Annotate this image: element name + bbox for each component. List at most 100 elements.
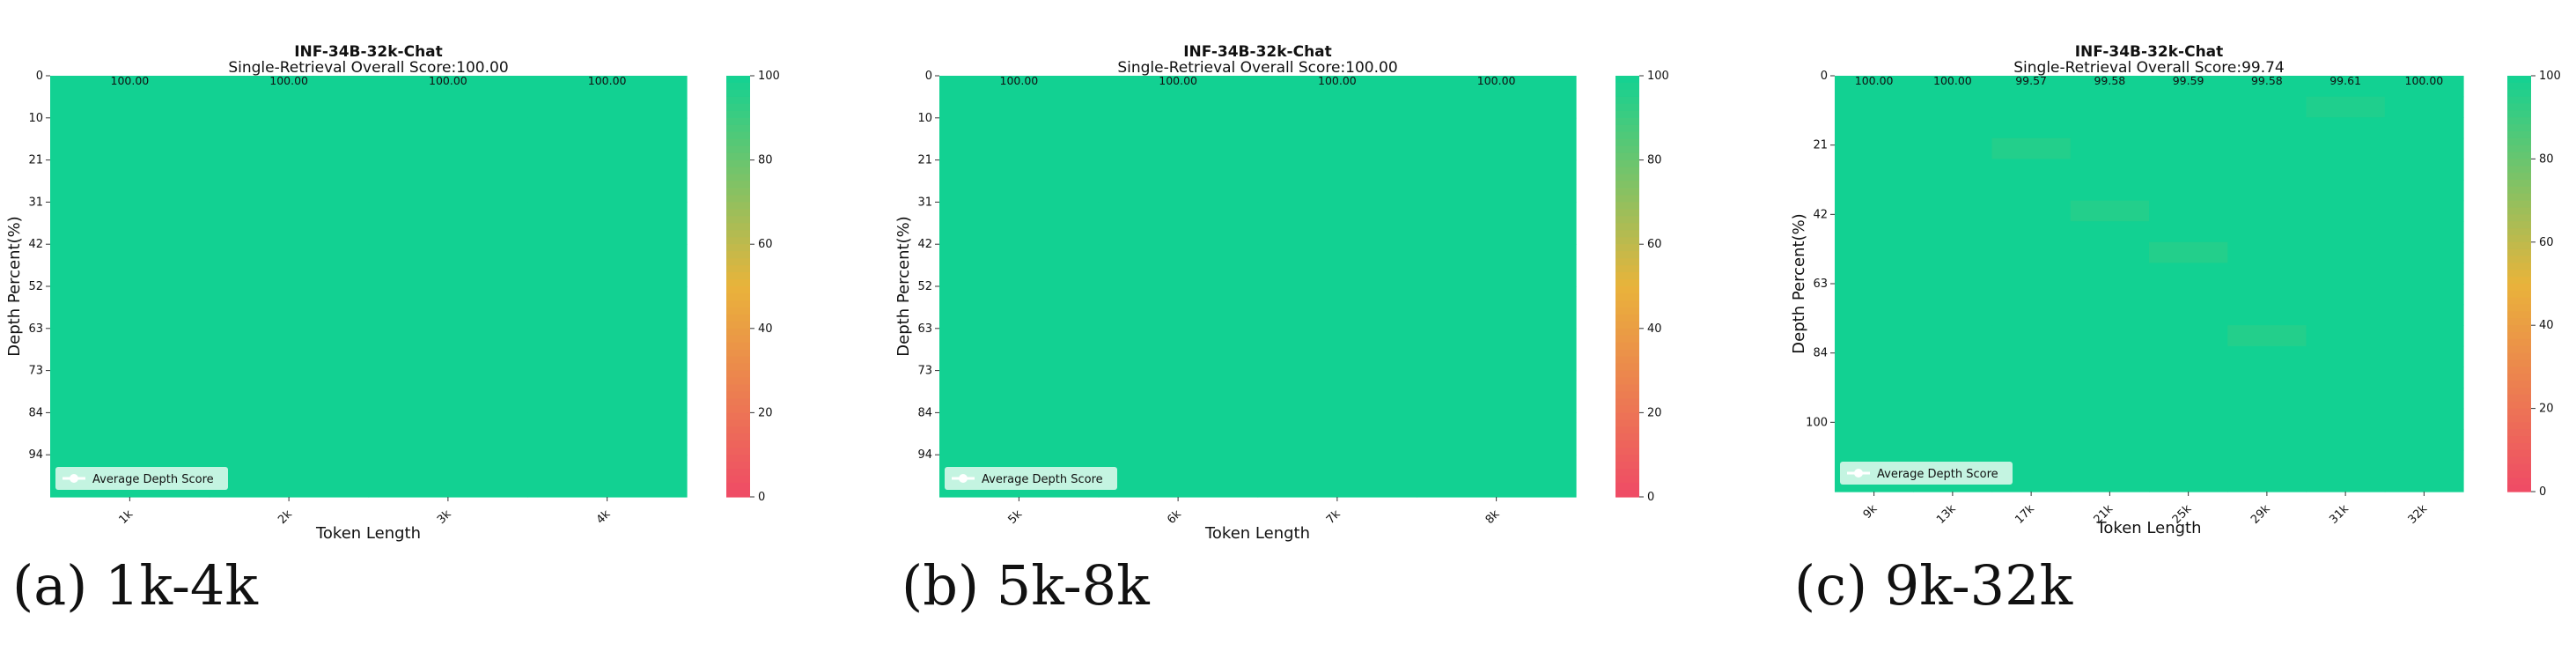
colorbar-segment (726, 441, 750, 448)
heatmap-cell (1257, 328, 1417, 372)
heatmap-cell (50, 202, 210, 245)
colorbar-segment (726, 363, 750, 372)
colorbar-segment (1616, 110, 1639, 119)
heatmap-cell (2070, 388, 2150, 410)
colorbar-segment (726, 138, 750, 147)
heatmap-cell (1913, 241, 1993, 263)
heatmap-cell (1417, 412, 1577, 455)
heatmap-cell (1098, 370, 1259, 413)
heatmap-cell (2070, 263, 2150, 285)
heatmap-cell (2070, 449, 2150, 471)
chart-title: INF-34B-32k-Chat (1183, 43, 1332, 61)
figure-caption-c: (c) 9k-32k (1794, 553, 2073, 618)
colorbar-segment (726, 300, 750, 308)
colorbar-segment (1616, 377, 1639, 386)
colorbar-segment (1616, 384, 1639, 393)
y-tick-label: 21 (28, 154, 43, 167)
heatmap-cell (368, 202, 528, 245)
y-axis-label: Depth Percent(%) (1790, 213, 1808, 353)
heatmap-cell (50, 159, 210, 203)
heatmap-cell (2306, 408, 2386, 430)
colorbar-segment (2507, 159, 2531, 167)
x-tick-label: 1k (116, 507, 136, 527)
colorbar-segment (726, 131, 750, 140)
heatmap-cell (1913, 96, 1993, 118)
colorbar-segment (2507, 180, 2531, 188)
heatmap-cell (1991, 200, 2072, 222)
heatmap-cell (1991, 221, 2072, 243)
heatmap-cell (1991, 345, 2072, 367)
y-tick-label: 10 (28, 112, 43, 125)
colorbar (2507, 76, 2531, 492)
heatmap-cell (2149, 263, 2228, 285)
colorbar-segment (1616, 103, 1639, 112)
heatmap-cell (2070, 180, 2150, 202)
colorbar-segment (2507, 103, 2531, 111)
colorbar-segment (726, 223, 750, 231)
colorbar-tick-label: 60 (2539, 236, 2554, 249)
colorbar-segment (1616, 398, 1639, 407)
heatmap-cell (2306, 241, 2386, 263)
figure-caption-b: (b) 5k-8k (902, 553, 1150, 618)
colorbar-segment (726, 167, 750, 175)
x-tick-label: 8k (1483, 507, 1503, 527)
legend-box (55, 467, 228, 490)
heatmap-cell (939, 328, 1100, 372)
y-tick-label: 10 (917, 112, 932, 125)
colorbar-segment (726, 265, 750, 273)
colorbar-segment (2507, 270, 2531, 278)
heatmap-cell (1913, 159, 1993, 181)
heatmap-cell (2149, 76, 2228, 98)
heatmap-cell (2149, 200, 2228, 222)
y-axis-label: Depth Percent(%) (894, 216, 913, 356)
heatmap-cell (1257, 159, 1417, 203)
heatmap-cell (1991, 117, 2072, 139)
colorbar-segment (2507, 304, 2531, 313)
colorbar-segment (2507, 284, 2531, 292)
y-tick-label: 21 (1813, 139, 1828, 152)
colorbar-tick-label: 20 (2539, 403, 2554, 416)
heatmap-cell (1098, 202, 1259, 245)
y-tick-label: 84 (917, 406, 932, 419)
colorbar-segment (1616, 335, 1639, 344)
heatmap-cell (1098, 244, 1259, 287)
heatmap-cell (2384, 325, 2464, 347)
colorbar-segment (726, 307, 750, 315)
colorbar-segment (2507, 359, 2531, 367)
colorbar-segment (726, 314, 750, 322)
colorbar-segment (726, 384, 750, 393)
heatmap-cell (2384, 180, 2464, 202)
heatmap-cell (2306, 325, 2386, 347)
colorbar-segment (1616, 307, 1639, 315)
heatmap-cell (1835, 429, 1914, 451)
heatmap-cell (1257, 286, 1417, 330)
colorbar-tick-label: 0 (2539, 485, 2546, 499)
heatmap-cell (1835, 159, 1914, 181)
colorbar-segment (726, 216, 750, 224)
colorbar-segment (726, 342, 750, 351)
legend-point-marker (1854, 469, 1863, 478)
heatmap-cell (368, 159, 528, 203)
heatmap-cell (2384, 263, 2464, 285)
heatmap-cell (2227, 200, 2307, 222)
colorbar-segment (726, 462, 750, 470)
heatmap-cell (2384, 367, 2464, 389)
colorbar-segment (726, 476, 750, 484)
heatmap-cell (2384, 76, 2464, 98)
average-score-label: 99.61 (2329, 74, 2361, 87)
heatmap-cell (2384, 159, 2464, 181)
heatmap-cell (527, 286, 688, 330)
heatmap-cell (368, 412, 528, 455)
colorbar-segment (726, 279, 750, 287)
heatmap-cell (2070, 137, 2150, 159)
heatmap-cell (2227, 345, 2307, 367)
heatmap-cell (1913, 263, 1993, 285)
colorbar-segment (2507, 463, 2531, 471)
x-tick-label: 9k (1861, 502, 1880, 522)
heatmap-cell (2306, 263, 2386, 285)
heatmap-cell (2070, 200, 2150, 222)
colorbar-segment (2507, 82, 2531, 91)
heatmap-cell (1835, 345, 1914, 367)
heatmap-cell (2149, 388, 2228, 410)
x-axis-label: Token Length (1204, 524, 1310, 543)
